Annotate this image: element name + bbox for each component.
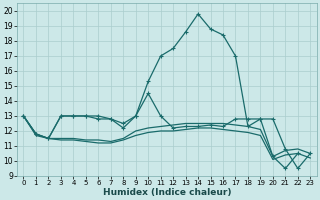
X-axis label: Humidex (Indice chaleur): Humidex (Indice chaleur) [103,188,231,197]
